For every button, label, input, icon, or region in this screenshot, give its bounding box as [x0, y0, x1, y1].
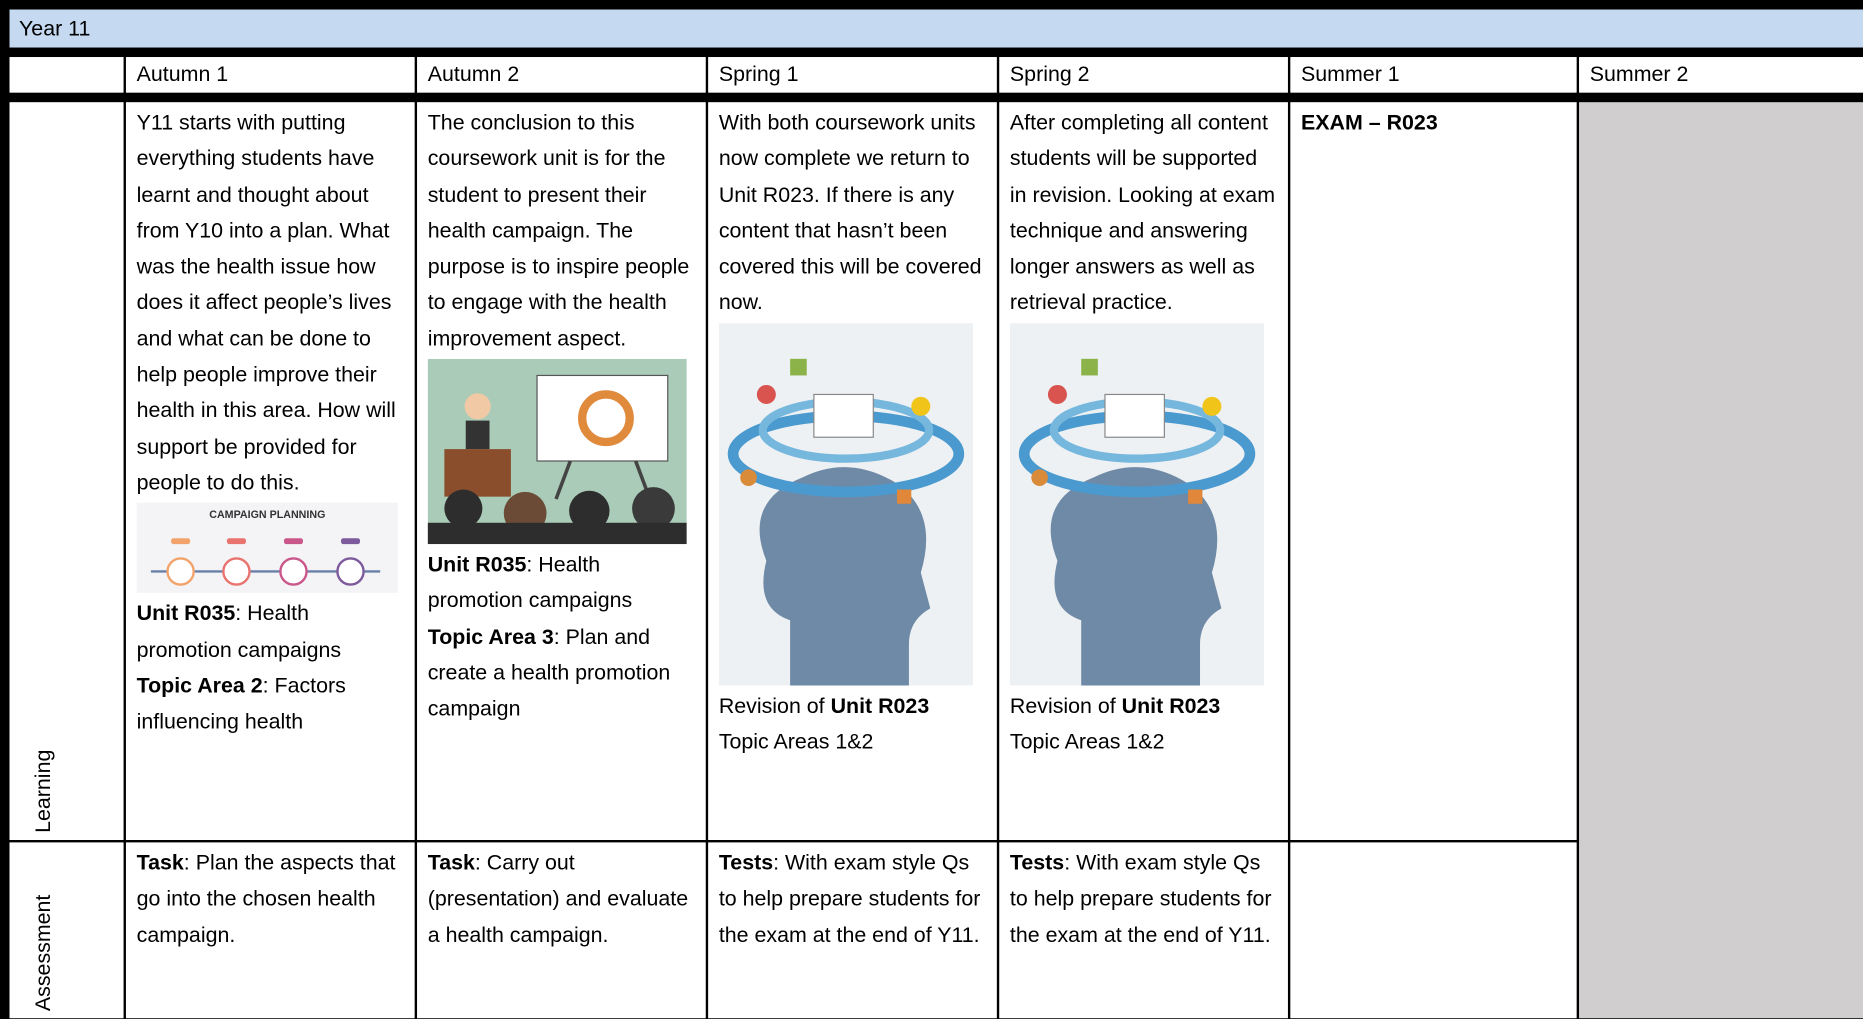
- header-blank: [9, 57, 124, 93]
- bold-text: Task: [427, 850, 475, 875]
- column-header: Spring 2: [999, 57, 1288, 93]
- text: After completing all content students wi…: [1009, 110, 1276, 315]
- text: Topic Areas 1&2: [1009, 729, 1165, 754]
- row-label: Assessment: [30, 894, 55, 1012]
- text: : Health promotion campaigns: [427, 552, 633, 613]
- bold-text: Topic Area 2: [136, 673, 263, 698]
- cell: EXAM – R023: [1290, 102, 1577, 841]
- column-header: Autumn 2: [417, 57, 706, 93]
- cell: After completing all content students wi…: [999, 102, 1288, 841]
- bold-text: Unit R023: [1121, 693, 1221, 718]
- year-title: Year 11: [9, 9, 1863, 48]
- row-label-cell: Assessment: [9, 842, 124, 1019]
- cell: Task: Carry out (presentation) and evalu…: [417, 842, 706, 1019]
- bold-text: Tests: [718, 850, 774, 875]
- column-header: Summer 2: [1579, 57, 1863, 93]
- text: : Factors influencing health: [136, 673, 346, 734]
- text: Topic Areas 1&2: [718, 729, 874, 754]
- image: CAMPAIGN PLANNING: [136, 502, 399, 594]
- image: [1009, 322, 1265, 686]
- bold-text: Topic Area 3: [427, 624, 554, 649]
- text: : With exam style Qs to help prepare stu…: [1009, 850, 1272, 947]
- text: : Plan and create a health promotion cam…: [427, 624, 671, 721]
- column-header: Autumn 1: [125, 57, 415, 93]
- bold-text: Unit R023: [830, 693, 930, 718]
- cell: Y11 starts with putting everything stude…: [125, 102, 415, 841]
- bold-text: Task: [136, 850, 184, 875]
- text: : With exam style Qs to help prepare stu…: [718, 850, 981, 947]
- text: Revision of: [1009, 693, 1116, 718]
- row-label-cell: Learning: [9, 102, 124, 841]
- bold-text: Unit R035: [136, 601, 236, 626]
- image: [427, 358, 687, 545]
- empty-cell: [1579, 102, 1863, 1019]
- text: Y11 starts with putting everything stude…: [136, 110, 396, 495]
- text: The conclusion to this coursework unit i…: [427, 110, 690, 351]
- column-header: Summer 1: [1290, 57, 1577, 93]
- cell: The conclusion to this coursework unit i…: [417, 102, 706, 841]
- empty-cell: [1290, 842, 1577, 1019]
- column-header: Spring 1: [708, 57, 997, 93]
- row-label: Learning: [30, 749, 55, 833]
- bold-text: Tests: [1009, 850, 1065, 875]
- image: [718, 322, 974, 686]
- cell: Task: Plan the aspects that go into the …: [125, 842, 415, 1019]
- cell: With both coursework units now complete …: [708, 102, 997, 841]
- cell: Tests: With exam style Qs to help prepar…: [999, 842, 1288, 1019]
- text: : Carry out (presentation) and evaluate …: [427, 850, 689, 947]
- cell: Tests: With exam style Qs to help prepar…: [708, 842, 997, 1019]
- text: Revision of: [718, 693, 825, 718]
- bold-text: Unit R035: [427, 552, 527, 577]
- text: With both coursework units now complete …: [718, 110, 982, 315]
- image-text: CAMPAIGN PLANNING: [209, 509, 325, 521]
- text: : Plan the aspects that go into the chos…: [136, 850, 396, 947]
- text: : Health promotion campaigns: [136, 601, 342, 662]
- bold-text: EXAM – R023: [1301, 110, 1438, 135]
